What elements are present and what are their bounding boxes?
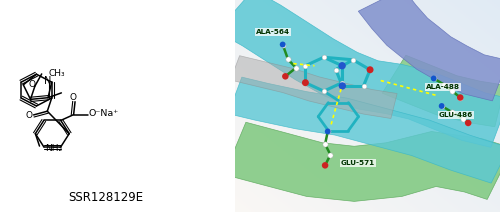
Text: SSR128129E: SSR128129E (68, 191, 144, 204)
Polygon shape (382, 55, 500, 127)
Point (438, 104, 446, 108)
Point (464, 121, 472, 125)
Point (338, 81, 346, 84)
Point (321, 164, 329, 167)
Point (282, 75, 290, 78)
Point (366, 68, 374, 71)
Point (438, 104, 446, 108)
Text: O⁻Na⁺: O⁻Na⁺ (88, 109, 118, 118)
Point (302, 81, 310, 84)
Point (430, 77, 438, 80)
Point (302, 64, 310, 67)
Text: ALA-488: ALA-488 (426, 84, 460, 90)
Polygon shape (228, 77, 500, 183)
Polygon shape (217, 0, 500, 147)
Point (302, 81, 310, 84)
Text: O: O (26, 112, 33, 120)
Point (459, 117, 467, 120)
Point (448, 89, 456, 93)
Point (338, 64, 346, 67)
Text: N: N (44, 76, 51, 86)
Point (448, 111, 456, 114)
Point (338, 84, 346, 88)
Text: O: O (28, 80, 35, 89)
Polygon shape (224, 122, 500, 201)
Polygon shape (358, 0, 500, 101)
Point (332, 68, 340, 71)
Polygon shape (230, 56, 397, 119)
Point (320, 56, 328, 59)
Point (338, 84, 346, 88)
Point (360, 84, 368, 88)
Point (282, 75, 290, 78)
Point (440, 83, 448, 86)
Text: ALA-564: ALA-564 (256, 29, 290, 35)
Point (292, 66, 300, 70)
Text: O: O (70, 93, 76, 102)
Point (324, 130, 332, 133)
Point (430, 77, 438, 80)
Point (338, 64, 346, 67)
Point (464, 121, 472, 125)
Text: CH₃: CH₃ (48, 69, 65, 78)
Point (326, 153, 334, 156)
Text: GLU-486: GLU-486 (439, 112, 474, 118)
Point (324, 130, 332, 133)
Point (278, 43, 286, 46)
Text: NH₂: NH₂ (46, 144, 62, 153)
Point (456, 96, 464, 99)
Point (321, 142, 329, 146)
Point (321, 164, 329, 167)
Text: GLU-571: GLU-571 (341, 160, 375, 166)
Point (456, 96, 464, 99)
Point (278, 43, 286, 46)
Point (284, 58, 292, 61)
Point (366, 68, 374, 71)
Point (320, 89, 328, 93)
Point (349, 58, 357, 61)
